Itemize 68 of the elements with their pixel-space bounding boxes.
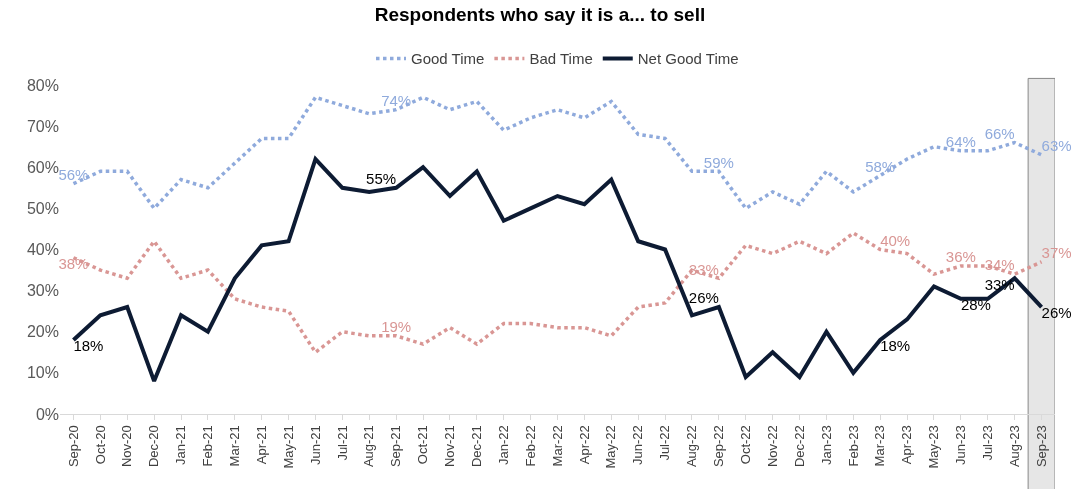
data-label: 26% <box>688 289 719 307</box>
x-tick-label: Aug-21 <box>361 425 377 468</box>
data-label: 19% <box>381 318 412 336</box>
x-tick-label: Mar-23 <box>872 425 888 467</box>
x-tick-label: Jun-22 <box>630 425 646 465</box>
y-tick-label: 30% <box>26 282 59 300</box>
x-tick-label: Sep-20 <box>65 425 81 468</box>
x-tick-label: Aug-23 <box>1006 425 1022 468</box>
x-tick-label: Feb-23 <box>845 425 861 467</box>
x-tick-label: Jul-21 <box>334 425 350 461</box>
y-tick-label: 0% <box>35 405 59 423</box>
x-tick-label: Nov-21 <box>442 425 458 468</box>
data-label: 28% <box>960 296 991 314</box>
x-tick-label: May-22 <box>603 425 619 469</box>
data-label: 18% <box>880 337 911 355</box>
y-tick-label: 10% <box>26 364 59 382</box>
data-label: 74% <box>381 91 412 109</box>
x-tick-label: Feb-22 <box>522 425 538 467</box>
x-tick-label: Jul-22 <box>657 425 673 461</box>
data-label: 59% <box>703 153 734 171</box>
x-tick-label: Dec-21 <box>469 425 485 468</box>
data-label: 33% <box>688 260 719 278</box>
x-tick-label: Oct-21 <box>415 425 431 465</box>
y-tick-label: 20% <box>26 323 59 341</box>
legend-label: Net Good Time <box>637 50 739 68</box>
x-tick-label: Sep-21 <box>388 425 404 468</box>
x-tick-label: Oct-22 <box>737 425 753 465</box>
y-tick-label: 70% <box>26 117 59 135</box>
x-tick-label: Jul-23 <box>979 425 995 461</box>
data-label: 66% <box>984 124 1015 142</box>
data-label: 40% <box>880 231 911 249</box>
chart-title: Respondents who say it is a... to sell <box>374 3 706 25</box>
data-label: 26% <box>1041 304 1072 322</box>
x-tick-label: Nov-20 <box>119 425 135 468</box>
y-tick-label: 50% <box>26 199 59 217</box>
x-tick-label: Jun-21 <box>307 425 323 465</box>
x-tick-label: May-21 <box>280 425 296 469</box>
x-tick-label: Jan-22 <box>495 425 511 465</box>
x-tick-label: Mar-21 <box>227 425 243 467</box>
x-tick-label: Jan-21 <box>173 425 189 465</box>
x-tick-label: Apr-21 <box>253 425 269 465</box>
data-label: 18% <box>73 337 104 355</box>
data-label: 34% <box>984 256 1015 274</box>
x-tick-label: Oct-20 <box>92 425 108 465</box>
legend-label: Good Time <box>411 50 485 68</box>
x-tick-label: Sep-22 <box>711 425 727 468</box>
data-label: 56% <box>58 165 89 183</box>
data-label: 55% <box>366 170 397 188</box>
x-tick-label: Mar-22 <box>549 425 565 467</box>
x-tick-label: Jan-23 <box>818 425 834 465</box>
x-tick-label: Nov-22 <box>764 425 780 468</box>
x-tick-label: May-23 <box>926 425 942 469</box>
y-tick-label: 40% <box>26 241 59 259</box>
y-tick-label: 80% <box>26 76 59 94</box>
x-tick-label: Feb-21 <box>200 425 216 467</box>
legend-label: Bad Time <box>529 50 593 68</box>
x-tick-label: Dec-22 <box>791 425 807 468</box>
data-label: 64% <box>945 133 976 151</box>
data-label: 58% <box>865 157 896 175</box>
y-tick-label: 60% <box>26 158 59 176</box>
x-tick-label: Sep-23 <box>1033 425 1049 468</box>
x-tick-label: Jun-23 <box>953 425 969 465</box>
x-tick-label: Dec-20 <box>146 425 162 468</box>
x-tick-label: Apr-23 <box>899 425 915 465</box>
data-label: 38% <box>58 254 89 272</box>
x-tick-label: Apr-22 <box>576 425 592 465</box>
data-label: 36% <box>945 248 976 266</box>
x-tick-label: Aug-22 <box>684 425 700 468</box>
